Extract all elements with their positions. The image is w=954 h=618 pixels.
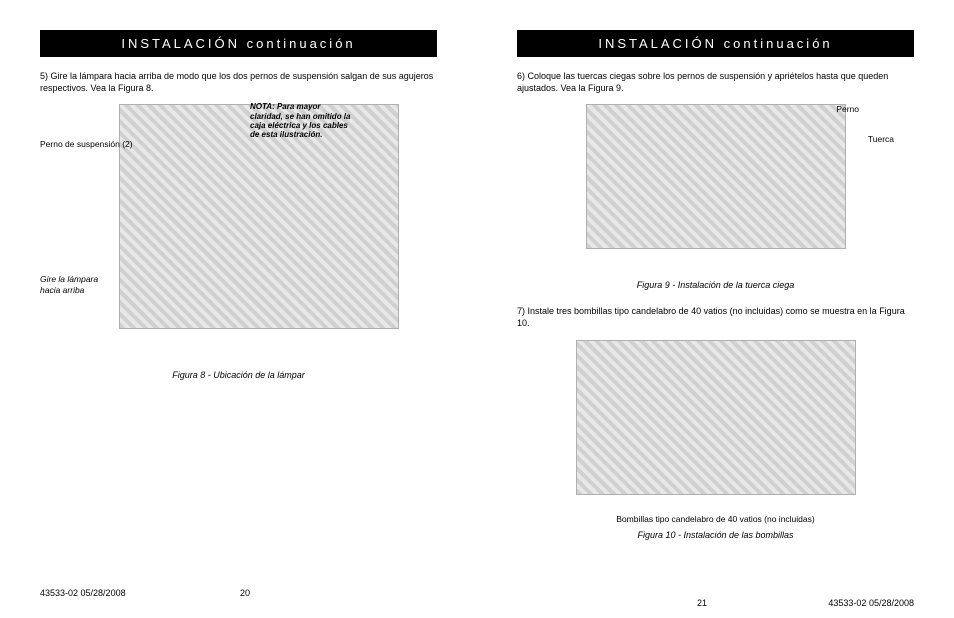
footer-left: 43533-02 05/28/2008 20	[40, 588, 437, 598]
callout-perno-suspension: Perno de suspensión (2)	[40, 139, 133, 149]
figure10-image	[576, 340, 856, 495]
page-left: INSTALACIÓN continuación 5) Gire la lámp…	[0, 0, 477, 618]
figure10-container	[517, 340, 914, 510]
figure8-caption: Figura 8 - Ubicación de la lámpar	[40, 370, 437, 380]
footer-doc-id-right: 43533-02 05/28/2008	[828, 598, 914, 608]
header-bar-right: INSTALACIÓN continuación	[517, 30, 914, 57]
callout-gire: Gire la lámpara hacia arriba	[40, 274, 110, 294]
step7-text: 7) Instale tres bombillas tipo candelabr…	[517, 306, 914, 329]
callout-tuerca: Tuerca	[868, 134, 894, 144]
footer-page-right: 21	[697, 598, 707, 608]
footer-page-left: 20	[240, 588, 250, 598]
callout-perno: Perno	[836, 104, 859, 114]
figure9-image	[586, 104, 846, 249]
figure8-container: Perno de suspensión (2) NOTA: Para mayor…	[40, 104, 437, 364]
figure10-caption: Figura 10 - Instalación de las bombillas	[517, 530, 914, 540]
callout-bombillas: Bombillas tipo candelabro de 40 vatios (…	[517, 514, 914, 524]
figure9-container: Perno Tuerca	[517, 104, 914, 274]
note-box: NOTA: Para mayor claridad, se han omit­i…	[250, 102, 355, 139]
page-right: INSTALACIÓN continuación 6) Coloque las …	[477, 0, 954, 618]
header-bar-left: INSTALACIÓN continuación	[40, 30, 437, 57]
step5-text: 5) Gire la lámpara hacia arriba de modo …	[40, 71, 437, 94]
footer-doc-id-left: 43533-02 05/28/2008	[40, 588, 126, 598]
figure9-caption: Figura 9 - Instalación de la tuerca cieg…	[517, 280, 914, 290]
step6-text: 6) Coloque las tuercas ciegas sobre los …	[517, 71, 914, 94]
